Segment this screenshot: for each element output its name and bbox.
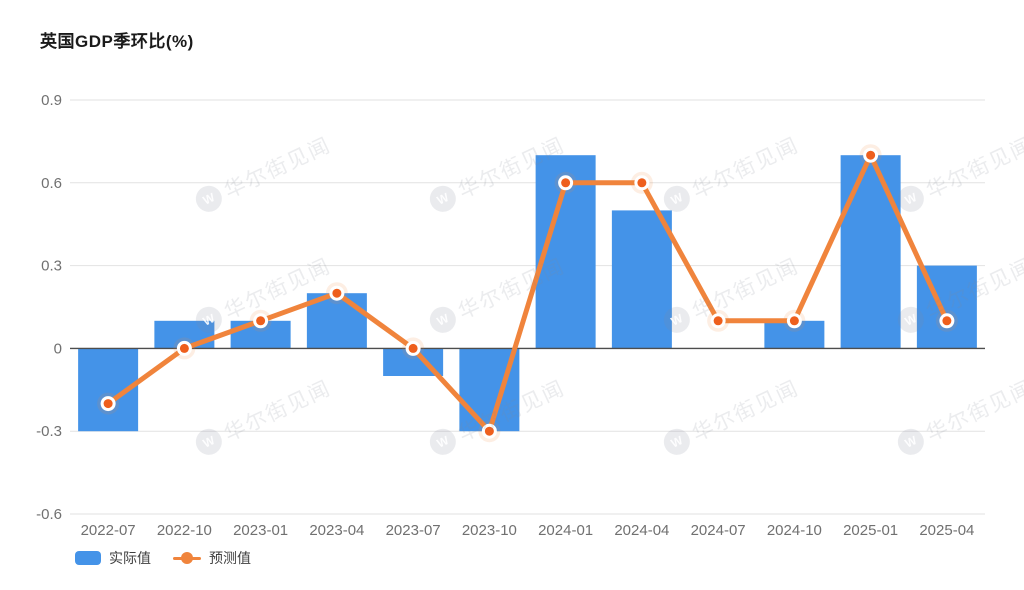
- legend-label-forecast: 预测值: [209, 550, 251, 566]
- forecast-line: [105, 152, 950, 434]
- bar-2025-01[interactable]: [840, 155, 901, 349]
- actual-bar-swatch-icon: [75, 551, 101, 565]
- y-axis-label: 0.3: [41, 258, 62, 275]
- x-axis-label: 2024-10: [767, 522, 822, 539]
- y-axis-label: 0: [54, 340, 62, 357]
- x-axis-label: 2024-04: [614, 522, 669, 539]
- y-axis-label: 0.9: [41, 92, 62, 109]
- forecast-point-dot: [179, 343, 189, 353]
- forecast-point-dot: [637, 178, 647, 188]
- legend-item-actual[interactable]: 实际值: [75, 548, 151, 568]
- forecast-point-dot: [713, 316, 723, 326]
- y-axis-label: 0.6: [41, 175, 62, 192]
- forecast-point-dot: [942, 316, 952, 326]
- x-axis-label: 2025-01: [843, 522, 898, 539]
- chart-title: 英国GDP季环比(%): [40, 32, 194, 51]
- x-axis-label: 2023-10: [462, 522, 517, 539]
- legend-item-forecast[interactable]: 预测值: [173, 548, 251, 568]
- x-axis-label: 2024-07: [691, 522, 746, 539]
- x-axis-label: 2022-07: [81, 522, 136, 539]
- x-axis-label: 2023-07: [386, 522, 441, 539]
- forecast-point-dot: [103, 399, 113, 409]
- y-axis-label: -0.3: [36, 423, 62, 440]
- x-axis-label: 2024-01: [538, 522, 593, 539]
- x-axis-label: 2022-10: [157, 522, 212, 539]
- forecast-point-dot: [484, 426, 494, 436]
- forecast-point-dot: [332, 288, 342, 298]
- forecast-line-swatch-icon: [173, 551, 201, 565]
- forecast-point-dot: [256, 316, 266, 326]
- x-axis-label: 2023-04: [309, 522, 364, 539]
- y-axis-label: -0.6: [36, 506, 62, 523]
- bar-2024-04[interactable]: [611, 210, 672, 349]
- x-axis-label: 2025-04: [919, 522, 974, 539]
- forecast-point-dot: [408, 343, 418, 353]
- forecast-point-dot: [561, 178, 571, 188]
- x-axis-label: 2023-01: [233, 522, 288, 539]
- legend: 实际值 预测值: [75, 548, 251, 568]
- forecast-point-dot: [789, 316, 799, 326]
- legend-label-actual: 实际值: [109, 550, 151, 566]
- forecast-point-dot: [866, 150, 876, 160]
